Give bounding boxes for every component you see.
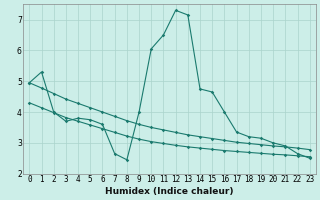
X-axis label: Humidex (Indice chaleur): Humidex (Indice chaleur)	[105, 187, 234, 196]
